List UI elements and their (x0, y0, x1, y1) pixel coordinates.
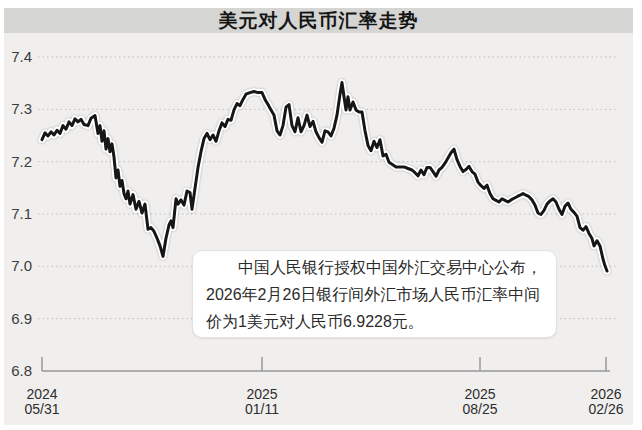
x-tick-date: 02/26 (588, 402, 623, 417)
news-chart-graphic: 美元对人民币汇率走势 7.47.37.27.17.06.96.8 202405/… (0, 0, 642, 430)
x-tick-year: 2025 (245, 387, 279, 402)
x-axis-tick-label: 202602/26 (588, 387, 623, 417)
x-axis-tick-label: 202508/25 (462, 387, 497, 417)
data-line-layer (42, 83, 607, 271)
annotation-box: 中国人民银行授权中国外汇交易中心公布， 2026年2月26日银行间外汇市场人民币… (192, 250, 557, 338)
y-axis-tick-label: 7.1 (2, 205, 32, 223)
y-axis-tick-label: 7.0 (2, 257, 32, 275)
x-axis-tick-label: 202405/31 (24, 387, 59, 417)
x-tick-date: 05/31 (24, 402, 59, 417)
annotation-line: 价为1美元对人民币6.9228元。 (206, 308, 543, 335)
y-axis-tick-label: 7.2 (2, 153, 32, 171)
line-halo (42, 83, 607, 271)
line-main (42, 83, 607, 271)
x-tick-year: 2025 (462, 387, 497, 402)
annotation-line: 2026年2月26日银行间外汇市场人民币汇率中间 (206, 281, 543, 308)
x-tick-year: 2024 (24, 387, 59, 402)
x-axis-tick-label: 202501/11 (245, 387, 279, 417)
y-axis-tick-label: 6.9 (2, 310, 32, 328)
y-axis-tick-label: 7.3 (2, 100, 32, 118)
y-axis-tick-label: 7.4 (2, 48, 32, 66)
exchange-rate-line-chart (0, 0, 642, 430)
y-axis-tick-label: 6.8 (2, 362, 32, 380)
x-tick-date: 01/11 (245, 402, 279, 417)
x-tick-date: 08/25 (462, 402, 497, 417)
axis-layer (42, 357, 610, 371)
x-tick-year: 2026 (588, 387, 623, 402)
annotation-line: 中国人民银行授权中国外汇交易中心公布， (206, 254, 543, 281)
